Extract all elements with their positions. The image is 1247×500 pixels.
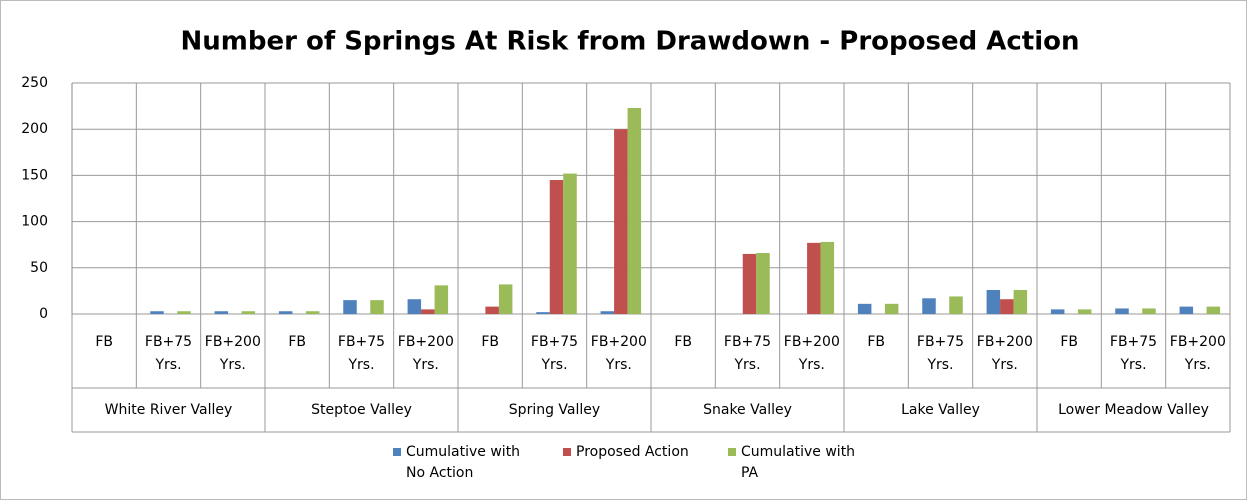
y-tick-label: 100 [21, 214, 48, 230]
y-tick-label: 0 [39, 306, 48, 322]
bar [536, 312, 550, 314]
y-tick-label: 150 [21, 167, 48, 183]
bar [884, 303, 899, 314]
legend-swatch [393, 448, 401, 456]
y-tick-label: 50 [30, 260, 48, 276]
x-tick-label: FB+75 Yrs. [723, 334, 772, 373]
group-label: Lower Meadow Valley [1058, 402, 1209, 418]
bar [1142, 308, 1156, 314]
x-tick-label: FB [95, 334, 113, 350]
legend-swatch [728, 448, 736, 456]
x-tick-label: FB+75 Yrs. [337, 334, 386, 373]
x-tick-label: FB+200 Yrs. [590, 334, 647, 373]
x-tick-label: FB [1060, 334, 1078, 350]
bar [241, 311, 256, 314]
bar [485, 306, 499, 314]
legend-label: Cumulative with No Action [406, 444, 521, 481]
bar [986, 289, 1001, 314]
bar [1050, 309, 1065, 314]
x-tick-label: FB [867, 334, 885, 350]
bar [177, 311, 191, 314]
x-tick-label: FB [674, 334, 692, 350]
bar [627, 107, 642, 314]
bar [1000, 299, 1014, 314]
x-tick-label: FB [481, 334, 499, 350]
legend-item: Proposed Action [563, 442, 723, 463]
bar [1206, 306, 1221, 314]
x-tick-label: FB+200 Yrs. [204, 334, 261, 373]
group-label: White River Valley [104, 402, 233, 418]
legend-swatch [563, 448, 571, 456]
y-tick-label: 250 [21, 75, 48, 91]
bar [1077, 309, 1092, 314]
x-tick-label: FB+200 Yrs. [397, 334, 454, 373]
bar [820, 241, 835, 314]
bar [370, 300, 384, 314]
bar [1013, 289, 1028, 314]
bar [756, 253, 770, 314]
legend-item: Cumulative with No Action [393, 442, 543, 484]
bar [498, 284, 513, 314]
x-tick-label: FB+200 Yrs. [976, 334, 1033, 373]
bar [922, 298, 936, 314]
bar [305, 311, 320, 314]
x-tick-label: FB+75 Yrs. [530, 334, 579, 373]
bar [214, 311, 229, 314]
x-tick-label: FB+200 Yrs. [783, 334, 840, 373]
group-label: Spring Valley [508, 402, 601, 418]
y-tick-label: 200 [21, 121, 48, 137]
bar [807, 242, 821, 314]
x-tick-label: FB+75 Yrs. [916, 334, 965, 373]
group-label: Steptoe Valley [311, 402, 412, 418]
bar [1115, 308, 1129, 314]
x-tick-label: FB [288, 334, 306, 350]
bar [150, 311, 164, 314]
chart-title: Number of Springs At Risk from Drawdown … [180, 27, 1079, 57]
legend-label: Proposed Action [576, 444, 689, 460]
bar [278, 311, 293, 314]
x-tick-label: FB+200 Yrs. [1169, 334, 1226, 373]
bar [857, 303, 872, 314]
bar [549, 180, 564, 314]
group-label: Lake Valley [901, 402, 980, 418]
legend-label: Cumulative with PA [741, 444, 856, 481]
x-tick-label: FB+75 Yrs. [1109, 334, 1158, 373]
bar [949, 296, 963, 314]
bar [1179, 306, 1194, 314]
bar [407, 299, 422, 314]
bar [421, 309, 435, 314]
bar [614, 129, 628, 314]
x-tick-label: FB+75 Yrs. [144, 334, 193, 373]
group-label: Snake Valley [703, 402, 792, 418]
bar [742, 253, 757, 314]
bar [343, 300, 357, 314]
bar [563, 173, 577, 314]
bar [434, 285, 449, 314]
legend-item: Cumulative with PA [728, 442, 878, 484]
bar [600, 311, 615, 314]
